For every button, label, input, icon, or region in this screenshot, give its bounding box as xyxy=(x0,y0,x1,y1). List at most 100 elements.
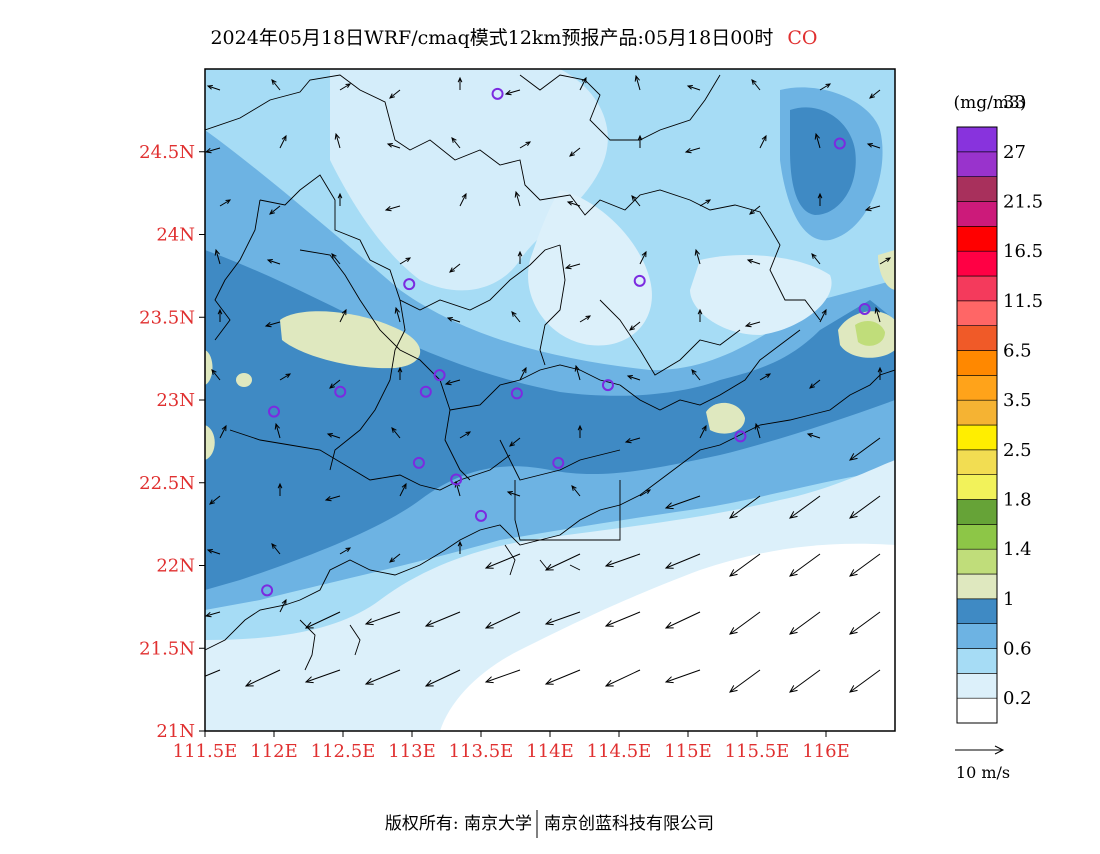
wind-arrow xyxy=(206,85,221,91)
wind-arrow xyxy=(271,543,281,555)
copyright-text: 版权所有: 南京大学 xyxy=(385,814,532,834)
wind-arrow xyxy=(754,422,761,439)
wind-arrow xyxy=(211,369,221,381)
wind-arrow xyxy=(266,259,281,265)
legend-swatch xyxy=(956,300,998,326)
wind-arrow xyxy=(574,364,581,381)
color-legend: 0.2 0.6 1 1.4 1.8 2.5 3.5 6.5 11.5 16.5 21.5 27 33 xyxy=(956,92,1043,724)
wind-arrow xyxy=(564,263,581,270)
wind-arrow xyxy=(664,553,701,569)
station-marker xyxy=(433,369,446,382)
wind-arrow xyxy=(329,379,341,389)
wind-arrow xyxy=(634,74,641,91)
wind-arrow xyxy=(459,192,467,207)
wind-arrow xyxy=(334,132,341,149)
wind-arrow xyxy=(457,540,463,554)
wind-arrow xyxy=(849,611,881,635)
legend-swatch xyxy=(956,325,998,351)
wind-arrow xyxy=(579,315,592,323)
wind-arrow xyxy=(639,250,647,265)
wind-arrow xyxy=(866,143,881,149)
wind-arrow xyxy=(205,611,221,618)
legend-swatch xyxy=(956,176,998,202)
wind-arrow xyxy=(337,192,343,206)
wind-arrow xyxy=(449,263,461,273)
station-marker xyxy=(552,456,565,469)
lat-tick-label: 21N xyxy=(156,721,195,742)
wind-arrow xyxy=(639,489,652,497)
wind-arrow xyxy=(205,669,221,677)
wind-arrow xyxy=(699,424,707,439)
legend-swatch xyxy=(956,275,998,302)
wind-arrow xyxy=(279,134,287,149)
wind-arrow xyxy=(874,306,881,323)
wind-arrow xyxy=(244,669,281,687)
legend-swatch xyxy=(956,573,998,600)
wind-arrow xyxy=(444,379,461,386)
wind-arrow xyxy=(729,553,761,577)
lat-tick-label: 22.5N xyxy=(139,473,195,494)
lon-tick-label: 114.5E xyxy=(587,741,652,762)
wind-arrow xyxy=(789,669,821,693)
wind-arrow xyxy=(209,495,221,505)
legend-level-label: 0.6 xyxy=(1003,639,1032,660)
wind-reference: 10 m/s xyxy=(955,745,1010,782)
wind-arrow xyxy=(364,669,401,685)
wind-arrow xyxy=(271,79,281,91)
wind-arrow xyxy=(569,147,581,157)
wind-arrow xyxy=(879,257,892,265)
legend-swatch xyxy=(956,623,998,649)
wind-arrow xyxy=(544,553,581,571)
wind-arrow xyxy=(849,495,881,519)
legend-swatch xyxy=(956,126,998,153)
wind-vectors xyxy=(205,74,892,693)
wind-arrow xyxy=(457,76,463,90)
wind-arrow xyxy=(384,205,401,212)
station-marker xyxy=(334,385,347,398)
longitude-axis: 111.5E 112E 112.5E 113E 113.5E 114E 114.5E 115E… xyxy=(173,731,850,762)
lat-tick-label: 24.5N xyxy=(139,142,195,163)
wind-arrow xyxy=(484,553,521,569)
station-marker xyxy=(510,387,523,400)
wind-arrow xyxy=(849,669,881,693)
wind-arrow xyxy=(789,553,821,577)
wind-arrow xyxy=(869,89,881,99)
wind-arrow xyxy=(729,611,761,635)
company-text: 南京创蓝科技有限公司 xyxy=(544,814,714,834)
wind-arrow xyxy=(729,495,761,519)
legend-swatch xyxy=(956,697,998,724)
wind-arrow xyxy=(399,257,412,265)
lon-tick-label: 116E xyxy=(802,741,850,762)
wind-arrow xyxy=(397,366,403,380)
wind-arrow xyxy=(789,611,821,635)
wind-arrow xyxy=(729,669,761,693)
legend-swatch xyxy=(956,399,998,426)
lon-tick-label: 115E xyxy=(664,741,712,762)
wind-arrow xyxy=(566,201,581,207)
wind-arrow xyxy=(386,143,401,149)
legend-level-label: 21.5 xyxy=(1003,192,1043,213)
wind-arrow xyxy=(519,141,532,149)
wind-arrow xyxy=(604,611,641,627)
wind-arrow xyxy=(849,437,881,461)
station-marker xyxy=(419,385,432,398)
wind-arrow xyxy=(511,311,521,323)
station-marker xyxy=(261,584,274,597)
wind-arrow xyxy=(389,553,401,563)
wind-arrow xyxy=(217,308,223,322)
wind-arrow xyxy=(424,611,461,627)
legend-swatch xyxy=(956,524,998,550)
wind-arrow xyxy=(697,308,703,322)
legend-level-label: 0.2 xyxy=(1003,688,1032,709)
station-marker xyxy=(475,509,487,522)
lon-tick-label: 111.5E xyxy=(173,741,238,762)
wind-arrow xyxy=(331,253,341,265)
legend-swatch xyxy=(956,548,998,575)
wind-arrow xyxy=(484,611,521,629)
lat-tick-label: 23.5N xyxy=(139,307,195,328)
lat-tick-label: 23N xyxy=(156,390,195,411)
wind-arrow xyxy=(691,369,701,381)
wind-arrow xyxy=(684,147,701,154)
wind-arrow xyxy=(326,433,341,439)
legend-swatch xyxy=(956,375,998,401)
